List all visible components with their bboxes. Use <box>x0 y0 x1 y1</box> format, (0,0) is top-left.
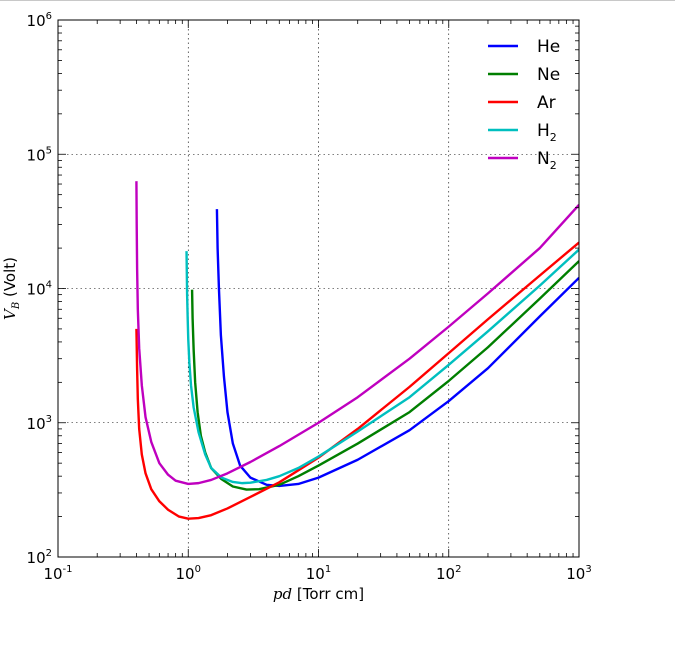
legend-label-ar: Ar <box>537 93 556 113</box>
x-axis-label: pd [Torr cm] <box>273 585 364 603</box>
legend-label-ne: Ne <box>537 65 560 85</box>
x-tick-label: 101 <box>306 564 331 583</box>
y-axis-label: VB (Volt) <box>1 257 22 320</box>
y-tick-label: 104 <box>27 280 52 299</box>
plot-frame <box>57 19 580 558</box>
series-group <box>135 181 579 520</box>
top-border <box>0 0 675 1</box>
series-line-ne <box>190 260 579 491</box>
x-tick-label: 103 <box>566 564 591 583</box>
legend: He Ne Ar H2 N2 <box>488 37 560 172</box>
y-tick-label: 105 <box>27 145 52 164</box>
y-tick-label: 106 <box>27 11 52 30</box>
x-tick-label: 100 <box>176 564 201 583</box>
legend-label-n2: N2 <box>537 149 557 172</box>
series-line-h2 <box>185 248 579 485</box>
legend-label-h2: H2 <box>537 121 557 144</box>
series-line-he <box>215 209 579 488</box>
x-tick-label: 10-1 <box>43 564 72 583</box>
y-tick-label: 103 <box>27 414 52 433</box>
y-tick-label: 102 <box>27 548 52 567</box>
legend-label-he: He <box>537 37 560 57</box>
svg-text:VB (Volt): VB (Volt) <box>1 257 22 320</box>
series-line-ar <box>135 241 579 520</box>
series-line-n2 <box>135 181 579 486</box>
x-tick-label: 102 <box>436 564 461 583</box>
